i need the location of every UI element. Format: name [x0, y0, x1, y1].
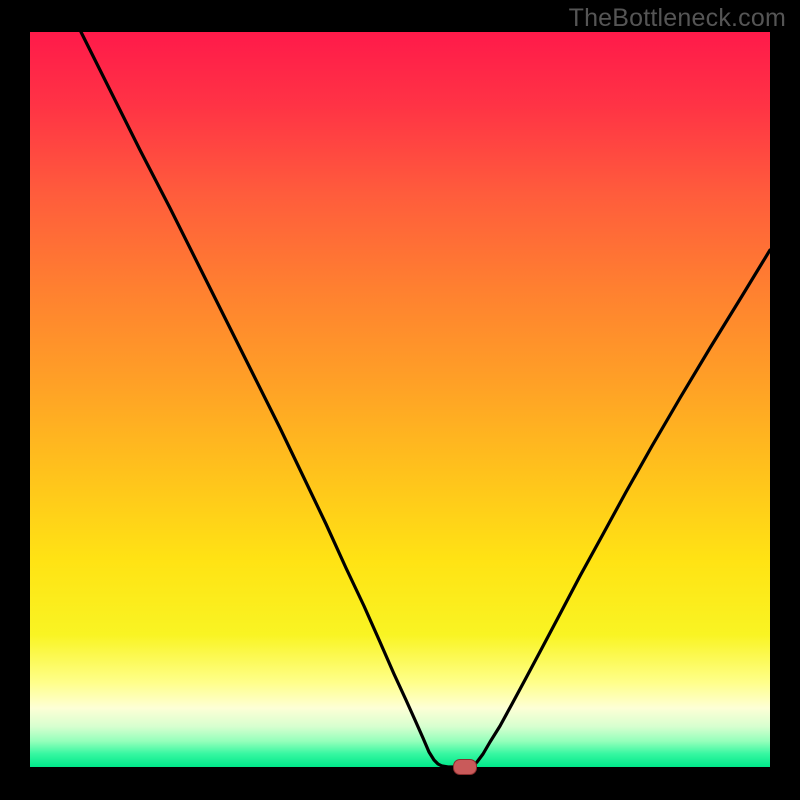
chart-frame: { "watermark": "TheBottleneck.com", "cha…: [0, 0, 800, 800]
bottleneck-chart: [0, 0, 800, 800]
watermark-label: TheBottleneck.com: [569, 4, 786, 33]
sweet-spot-marker: [453, 759, 477, 775]
plot-background: [30, 32, 770, 767]
